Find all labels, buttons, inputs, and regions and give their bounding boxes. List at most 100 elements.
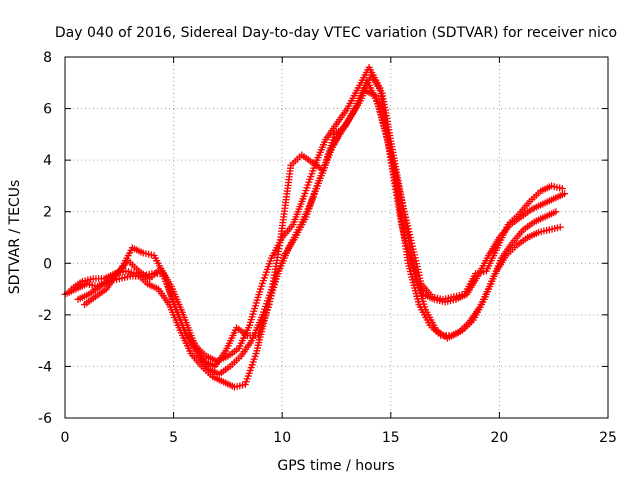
data-trace-segment <box>435 328 449 341</box>
data-trace-segment <box>484 246 500 272</box>
series-track-b <box>68 87 564 391</box>
data-trace-segment <box>303 185 320 218</box>
data-trace-segment <box>246 288 264 326</box>
axis-ticks: 0 5 10 15 20 25 -6 -4 -2 0 2 4 6 8 <box>38 50 617 446</box>
data-trace-segment <box>477 282 494 309</box>
data-trace-segment <box>385 144 403 192</box>
data-trace-segment <box>548 224 562 233</box>
data-trace-segment <box>311 160 325 173</box>
data-trace-segment <box>211 374 225 385</box>
x-tick-label: 15 <box>382 430 400 446</box>
data-trace-segment <box>412 272 429 311</box>
data-trace-segment <box>169 285 185 314</box>
data-trace-segment <box>146 281 160 292</box>
y-tick-label: 0 <box>43 256 52 272</box>
data-trace-segment <box>407 236 425 285</box>
data-trace-segment <box>405 262 422 306</box>
data-trace-segment <box>76 291 91 302</box>
data-trace-segment <box>301 164 318 197</box>
x-axis-title: GPS time / hours <box>277 458 394 474</box>
data-trace-segment <box>92 275 105 283</box>
data-trace-segment <box>416 303 433 327</box>
y-tick-label: -6 <box>38 411 52 427</box>
data-trace-segment <box>74 281 89 292</box>
data-trace-segment <box>300 153 314 165</box>
y-tick-label: 4 <box>43 153 52 169</box>
data-trace-segment <box>142 250 155 259</box>
data-trace-segment <box>222 379 236 390</box>
data-trace-segment <box>98 276 112 289</box>
data-trace-segment <box>257 257 274 290</box>
data-trace-segment <box>104 272 120 291</box>
y-tick-label: -4 <box>38 359 52 375</box>
data-trace-segment <box>532 214 547 225</box>
data-trace-segment <box>453 291 466 300</box>
data-trace-segment <box>191 339 207 363</box>
data-trace-segment <box>539 183 553 194</box>
y-tick-label: 8 <box>43 50 52 66</box>
data-trace-segment <box>526 229 540 240</box>
data-trace-segment <box>419 282 434 299</box>
data-trace-segment <box>204 353 219 364</box>
data-trace-segment <box>217 364 232 377</box>
data-trace-segment <box>293 215 309 239</box>
data-trace-segment <box>173 308 190 337</box>
x-tick-label: 25 <box>599 430 617 446</box>
data-trace-segment <box>552 191 566 202</box>
data-trace-segment <box>541 196 556 207</box>
y-tick-label: -2 <box>38 308 52 324</box>
data-trace-segment <box>179 311 196 342</box>
data-trace-segment <box>135 272 149 286</box>
data-trace-segment <box>200 364 215 379</box>
data-trace-segment <box>510 228 525 245</box>
x-tick-label: 0 <box>61 430 70 446</box>
data-trace-segment <box>530 201 545 212</box>
data-trace-segment <box>202 358 217 369</box>
data-trace-segment <box>550 183 564 192</box>
data-trace-segment <box>515 235 529 248</box>
y-axis-title: SDTVAR / TECUs <box>7 180 23 295</box>
data-trace-segment <box>374 102 392 146</box>
data-trace-segment <box>519 207 534 219</box>
data-trace-segment <box>290 195 307 226</box>
data-trace-segment <box>343 105 359 128</box>
data-trace-segment <box>467 305 482 324</box>
data-trace-segment <box>431 293 444 303</box>
data-trace-segment <box>83 294 97 307</box>
data-trace-segment <box>246 331 260 339</box>
data-trace-segment <box>87 284 102 297</box>
data-trace-segment <box>226 346 241 359</box>
data-trace-segment <box>238 339 254 358</box>
data-trace-segment <box>537 226 551 236</box>
data-trace-segment <box>207 366 221 377</box>
x-tick-label: 5 <box>169 430 178 446</box>
data-trace-segment <box>521 220 536 232</box>
data-trace-segment <box>118 273 131 282</box>
data-trace-segment <box>289 153 304 167</box>
data-trace-segment <box>235 325 249 338</box>
data-trace-segment <box>323 122 339 141</box>
y-tick-label: 2 <box>43 205 52 221</box>
data-trace-segment <box>528 189 542 203</box>
chart-title: Day 040 of 2016, Sidereal Day-to-day VTE… <box>55 25 617 41</box>
data-trace-segment <box>266 242 284 306</box>
data-points <box>61 63 569 391</box>
data-trace-segment <box>126 259 141 273</box>
data-trace-segment <box>131 245 145 256</box>
data-trace-segment <box>115 259 130 275</box>
data-trace-segment <box>156 287 172 306</box>
data-trace-segment <box>189 352 204 368</box>
data-trace-segment <box>212 349 228 368</box>
data-trace-segment <box>81 275 95 285</box>
data-trace-segment <box>320 133 337 172</box>
data-trace-segment <box>499 241 515 260</box>
data-trace-segment <box>345 87 361 110</box>
data-trace-segment <box>488 257 504 285</box>
data-trace-segment <box>233 381 247 390</box>
data-trace-segment <box>85 281 99 290</box>
data-trace-segment <box>158 267 174 288</box>
data-trace-segment <box>462 272 478 296</box>
data-trace-segment <box>70 279 84 292</box>
plot-frame <box>64 56 609 419</box>
data-trace-segment <box>148 267 162 281</box>
